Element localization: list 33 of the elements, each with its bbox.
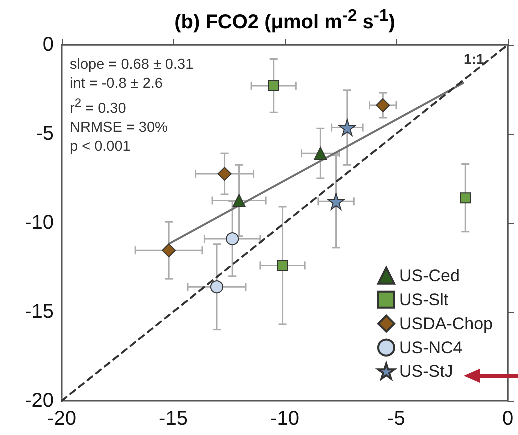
chart-title: (b) FCO2 (μmol m$^{-2}$ s$^{-1}$) [174,6,396,35]
point [268,80,280,92]
point [328,193,345,210]
point [314,147,328,160]
y-tick-label: -20 [25,390,54,412]
legend-label: US-Ced [399,266,460,286]
legend-label: US-StJ [399,362,454,381]
point [218,167,232,182]
annotation: slope = 0.68 ± 0.31 [70,56,194,75]
x-tick-label: -15 [159,408,188,430]
point [460,192,472,204]
x-tick-label: 0 [502,408,514,430]
series-label: 1:1 [464,51,484,67]
annotation: int = -0.8 ± 2.6 [70,75,164,94]
y-tick-label: -5 [36,123,54,145]
x-tick-label: -5 [388,408,406,430]
point [226,232,240,246]
point [162,244,176,258]
annotation: r$^{2}$ = 0.30 [70,95,128,119]
point [376,98,390,113]
y-tick-label: -15 [25,301,54,323]
legend-label: USDA-Chop [399,314,494,334]
point [338,119,356,136]
point [277,260,288,272]
legend-label: US-Slt [399,290,449,310]
x-tick-label: -10 [270,408,300,430]
legend-label: US-NC4 [399,338,463,358]
y-tick-label: -10 [25,212,54,234]
annotation: NRMSE = 30% [70,118,169,138]
annotation: p < 0.001 [70,138,132,157]
point [210,280,224,294]
y-tick-label: 0 [42,34,54,56]
point [232,194,246,208]
